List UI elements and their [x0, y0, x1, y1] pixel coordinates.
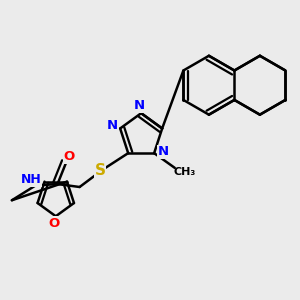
Text: N: N: [158, 145, 169, 158]
Text: N: N: [134, 99, 145, 112]
Text: O: O: [64, 150, 75, 163]
Text: N: N: [106, 119, 118, 132]
Text: O: O: [49, 217, 60, 230]
Text: CH₃: CH₃: [174, 167, 196, 177]
Text: S: S: [95, 163, 106, 178]
Text: NH: NH: [21, 173, 41, 186]
